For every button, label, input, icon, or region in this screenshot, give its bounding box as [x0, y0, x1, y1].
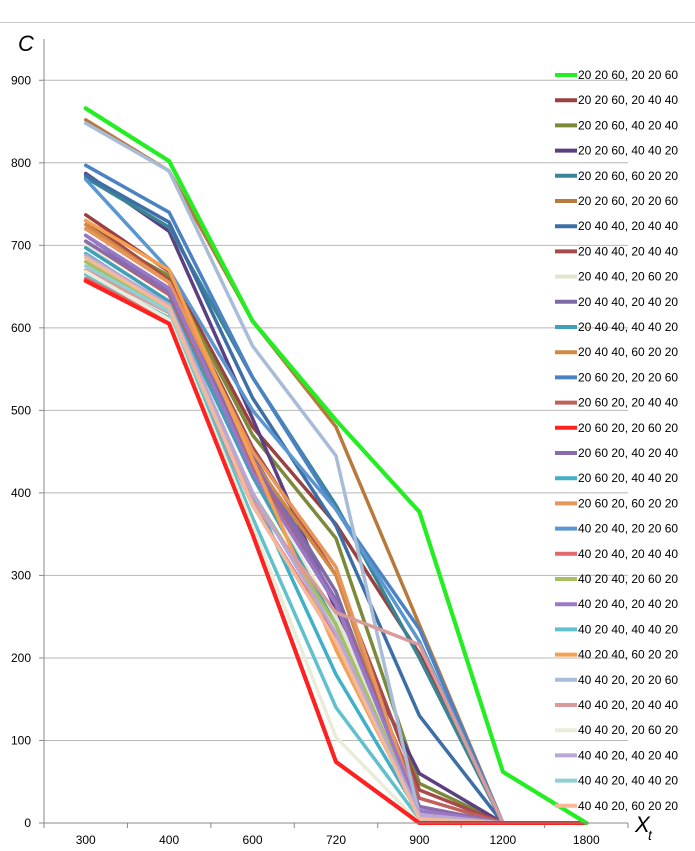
y-tick-label: 800 [11, 156, 31, 170]
legend-item: 20 60 20, 20 60 20 [555, 421, 678, 435]
legend-label: 20 40 40, 20 40 20 [578, 295, 678, 309]
legend-label: 20 60 20, 40 20 40 [578, 446, 678, 460]
legend-item: 20 40 40, 40 40 20 [555, 320, 678, 334]
legend: 20 20 60, 20 20 60 20 20 60, 20 40 40 20 2… [555, 68, 678, 813]
legend-label: 20 20 60, 40 40 20 [578, 144, 678, 158]
legend-label: 20 40 40, 60 20 20 [578, 345, 678, 359]
legend-label: 40 40 20, 20 60 20 [578, 723, 678, 737]
legend-label: 40 40 20, 60 20 20 [578, 799, 678, 813]
legend-item: 40 20 40, 20 40 20 [555, 597, 678, 611]
series-lines [83, 106, 589, 825]
y-tick-label: 500 [11, 403, 31, 417]
legend-label: 20 20 60, 20 40 40 [578, 93, 678, 107]
legend-label: 40 20 40, 40 40 20 [578, 622, 678, 636]
x-tick-label: 1800 [573, 833, 600, 847]
legend-label: 40 40 20, 20 20 60 [578, 673, 678, 687]
legend-label: 20 40 40, 20 40 40 [578, 219, 678, 233]
legend-label: 20 20 60, 20 20 60 [578, 194, 678, 208]
y-axis-title: C [18, 31, 34, 56]
axes [43, 39, 628, 824]
legend-label: 40 20 40, 20 40 20 [578, 597, 678, 611]
y-tick-label: 900 [11, 73, 31, 87]
legend-item: 20 20 60, 20 20 60 [555, 194, 678, 208]
legend-label: 40 20 40, 20 40 40 [578, 547, 678, 561]
legend-item: 40 40 20, 20 40 40 [555, 698, 678, 712]
series-line [83, 121, 589, 825]
legend-item: 40 20 40, 20 40 40 [555, 547, 678, 561]
y-tick-label: 600 [11, 321, 31, 335]
legend-item: 40 20 40, 20 20 60 [555, 522, 678, 536]
legend-label: 40 20 40, 60 20 20 [578, 648, 678, 662]
legend-item: 20 40 40, 20 40 40 [555, 244, 678, 258]
series-line [83, 106, 589, 825]
legend-item: 20 60 20, 60 20 20 [555, 496, 678, 510]
y-tick-label: 0 [24, 816, 31, 830]
legend-item: 40 20 40, 20 60 20 [555, 572, 678, 586]
x-tick-label: 300 [76, 833, 96, 847]
legend-label: 40 40 20, 20 40 40 [578, 698, 678, 712]
legend-item: 20 20 60, 40 40 20 [555, 144, 678, 158]
legend-item: 40 40 20, 20 20 60 [555, 673, 678, 687]
legend-label: 40 20 40, 20 20 60 [578, 522, 678, 536]
legend-label: 20 60 20, 20 60 20 [578, 421, 678, 435]
x-tick-label: 1200 [490, 833, 517, 847]
top-border [0, 22, 695, 23]
legend-item: 20 60 20, 40 40 20 [555, 471, 678, 485]
legend-label: 40 40 20, 40 20 40 [578, 748, 678, 762]
legend-item: 20 60 20, 20 20 60 [555, 370, 678, 384]
legend-label: 20 40 40, 20 40 40 [578, 244, 678, 258]
x-axis-title: X t [634, 812, 653, 843]
series-line [83, 278, 589, 825]
legend-label: 20 60 20, 60 20 20 [578, 496, 678, 510]
legend-item: 20 40 40, 60 20 20 [555, 345, 678, 359]
x-tick-label: 900 [409, 833, 429, 847]
y-axis-ticks: 0 100 200 300 400 500 600 700 800 900 [11, 73, 44, 830]
legend-item: 20 20 60, 20 40 40 [555, 93, 678, 107]
legend-label: 20 20 60, 40 20 40 [578, 118, 678, 132]
series-line [83, 276, 589, 825]
legend-label: 20 60 20, 20 40 40 [578, 396, 678, 410]
y-tick-label: 300 [11, 568, 31, 582]
legend-item: 20 20 60, 40 20 40 [555, 118, 678, 132]
x-tick-label: 600 [243, 833, 263, 847]
legend-item: 40 40 20, 60 20 20 [555, 799, 678, 813]
x-tick-label: 720 [326, 833, 346, 847]
legend-label: 20 20 60, 60 20 20 [578, 169, 678, 183]
legend-item: 20 40 40, 20 60 20 [555, 270, 678, 284]
legend-item: 20 60 20, 40 20 40 [555, 446, 678, 460]
x-tick-label: 400 [159, 833, 179, 847]
legend-item: 40 40 20, 40 40 20 [555, 774, 678, 788]
svg-text:t: t [648, 827, 653, 843]
legend-label: 40 40 20, 40 40 20 [578, 774, 678, 788]
legend-label: 40 20 40, 20 60 20 [578, 572, 678, 586]
legend-label: 20 40 40, 20 60 20 [578, 270, 678, 284]
legend-item: 40 40 20, 40 20 40 [555, 748, 678, 762]
x-axis-ticks: 300 400 600 720 900 1200 1800 [43, 823, 629, 847]
y-tick-label: 400 [11, 486, 31, 500]
y-tick-label: 700 [11, 238, 31, 252]
legend-item: 40 20 40, 60 20 20 [555, 648, 678, 662]
svg-text:X: X [634, 812, 651, 837]
series-line-highlight [83, 106, 589, 825]
legend-item: 20 40 40, 20 40 40 [555, 219, 678, 233]
legend-item: 20 20 60, 20 20 60 [555, 68, 678, 82]
grid-lines [44, 79, 628, 741]
legend-label: 20 60 20, 40 40 20 [578, 471, 678, 485]
legend-item: 20 60 20, 20 40 40 [555, 396, 678, 410]
legend-item: 40 20 40, 40 40 20 [555, 622, 678, 636]
legend-item: 20 40 40, 20 40 20 [555, 295, 678, 309]
legend-label: 20 40 40, 40 40 20 [578, 320, 678, 334]
y-tick-label: 200 [11, 651, 31, 665]
legend-label: 20 20 60, 20 20 60 [578, 68, 678, 82]
y-tick-label: 100 [11, 733, 31, 747]
legend-item: 40 40 20, 20 60 20 [555, 723, 678, 737]
series-line-highlight [83, 278, 589, 825]
legend-label: 20 60 20, 20 20 60 [578, 370, 678, 384]
legend-item: 20 20 60, 60 20 20 [555, 169, 678, 183]
